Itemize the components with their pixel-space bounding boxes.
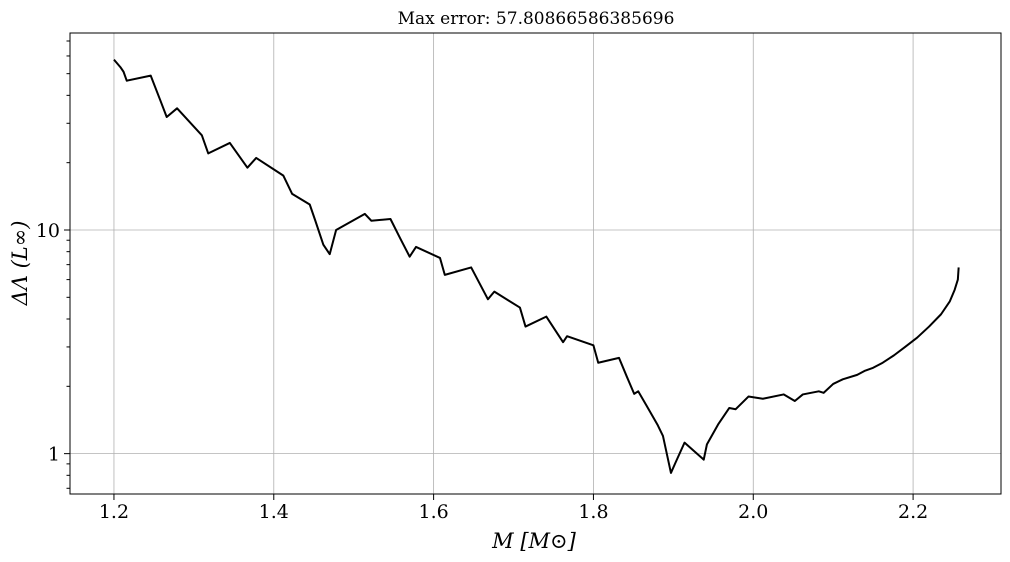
x-tick-label: 1.2 (99, 501, 129, 523)
tick-layer: 1.2 1.4 1.6 1.8 2.0 2.2 1 10 (36, 40, 928, 523)
series-line (113, 58, 960, 474)
x-axis-label: M [M⊙] (491, 529, 576, 553)
x-tick-label: 2.2 (898, 501, 928, 523)
x-tick-label: 1.4 (259, 501, 289, 523)
x-tick-label: 1.8 (578, 501, 608, 523)
chart-title: Max error: 57.80866586385696 (398, 9, 675, 29)
y-tick-label: 10 (36, 220, 60, 242)
series-layer (113, 58, 960, 474)
y-axis-label: ΔΛ (L∞) (8, 221, 32, 307)
grid-layer (70, 33, 1001, 494)
plot-frame (69, 32, 1002, 495)
y-tick-label: 1 (48, 444, 60, 466)
x-tick-label: 2.0 (738, 501, 768, 523)
x-tick-label: 1.6 (419, 501, 449, 523)
